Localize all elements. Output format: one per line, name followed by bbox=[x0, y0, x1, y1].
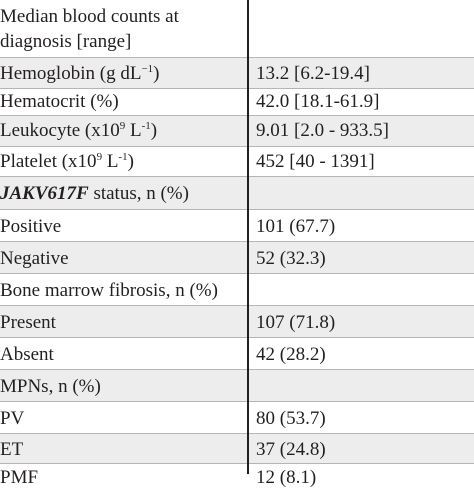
table-row: Platelet (x109 L-1) 452 [40 - 1391] bbox=[0, 147, 474, 177]
row-value: 37 (24.8) bbox=[256, 439, 326, 460]
table-row: PV 80 (53.7) bbox=[0, 402, 474, 434]
row-value: 101 (67.7) bbox=[256, 216, 336, 237]
row-label: Hematocrit (%) bbox=[0, 91, 119, 112]
table-row: Absent 42 (28.2) bbox=[0, 338, 474, 370]
table-row: Hemoglobin (g dL−1) 13.2 [6.2-19.4] bbox=[0, 58, 474, 89]
table-row: ET 37 (24.8) bbox=[0, 434, 474, 464]
table-row: Hematocrit (%) 42.0 [18.1-61.9] bbox=[0, 89, 474, 116]
row-label: PMF bbox=[0, 467, 39, 488]
label-text-mid: L bbox=[125, 120, 142, 141]
label-superscript: −1 bbox=[141, 63, 154, 75]
row-label: ET bbox=[0, 439, 24, 460]
row-value: 9.01 [2.0 - 933.5] bbox=[256, 120, 389, 141]
table-row: PMF 12 (8.1) bbox=[0, 464, 474, 494]
row-label: Absent bbox=[0, 344, 54, 365]
label-text-tail: ) bbox=[150, 120, 158, 141]
row-label: Bone marrow fibrosis, n (%) bbox=[0, 280, 218, 301]
row-label: Positive bbox=[0, 216, 62, 237]
row-value: 107 (71.8) bbox=[256, 312, 336, 333]
row-value: 42.0 [18.1-61.9] bbox=[256, 91, 380, 112]
header-value bbox=[256, 0, 474, 57]
row-value: 452 [40 - 1391] bbox=[256, 151, 375, 172]
label-text-tail: ) bbox=[153, 63, 160, 84]
label-superscript-2: -1 bbox=[141, 120, 151, 132]
header-label: Median blood counts at diagnosis [range] bbox=[0, 4, 246, 57]
label-text: Leukocyte (x10 bbox=[0, 120, 120, 141]
row-label: Hemoglobin (g dL−1) bbox=[0, 62, 246, 88]
label-superscript-2: -1 bbox=[118, 151, 128, 163]
label-text: Platelet (x10 bbox=[0, 151, 97, 172]
table-row: Bone marrow fibrosis, n (%) bbox=[0, 274, 474, 306]
table-row: Positive 101 (67.7) bbox=[0, 210, 474, 242]
table-row: Present 107 (71.8) bbox=[0, 306, 474, 338]
row-value: 42 (28.2) bbox=[256, 344, 326, 365]
label-superscript: 9 bbox=[119, 120, 126, 132]
row-value: 52 (32.3) bbox=[256, 248, 326, 269]
row-label: Platelet (x109 L-1) bbox=[0, 150, 246, 176]
label-text-mid: L bbox=[102, 151, 119, 172]
table-row: Negative 52 (32.3) bbox=[0, 242, 474, 274]
row-label: PV bbox=[0, 408, 25, 429]
row-label: Leukocyte (x109 L-1) bbox=[0, 119, 246, 146]
row-label: Negative bbox=[0, 248, 69, 269]
table-row: JAKV617F status, n (%) bbox=[0, 177, 474, 210]
row-value: 13.2 [6.2-19.4] bbox=[256, 63, 370, 84]
header-line-2: diagnosis [range] bbox=[0, 31, 132, 52]
header-line-1: Median blood counts at bbox=[0, 6, 179, 27]
row-value: 12 (8.1) bbox=[256, 467, 317, 488]
table-row: MPNs, n (%) bbox=[0, 370, 474, 402]
label-superscript: 9 bbox=[96, 151, 103, 163]
row-value: 80 (53.7) bbox=[256, 408, 326, 429]
label-text-tail: ) bbox=[127, 151, 134, 172]
table-header-row: Median blood counts at diagnosis [range] bbox=[0, 0, 474, 58]
row-value bbox=[256, 182, 474, 209]
row-value bbox=[256, 375, 474, 401]
gene-name: JAKV617F bbox=[0, 183, 89, 204]
row-label: MPNs, n (%) bbox=[0, 376, 101, 397]
row-label: Present bbox=[0, 312, 56, 333]
column-divider bbox=[247, 0, 249, 474]
table-row: Leukocyte (x109 L-1) 9.01 [2.0 - 933.5] bbox=[0, 116, 474, 147]
row-label: JAKV617F status, n (%) bbox=[0, 182, 246, 209]
label-text: Hemoglobin (g dL bbox=[0, 63, 142, 84]
row-value bbox=[256, 279, 474, 305]
label-text-tail: status, n (%) bbox=[88, 183, 189, 204]
